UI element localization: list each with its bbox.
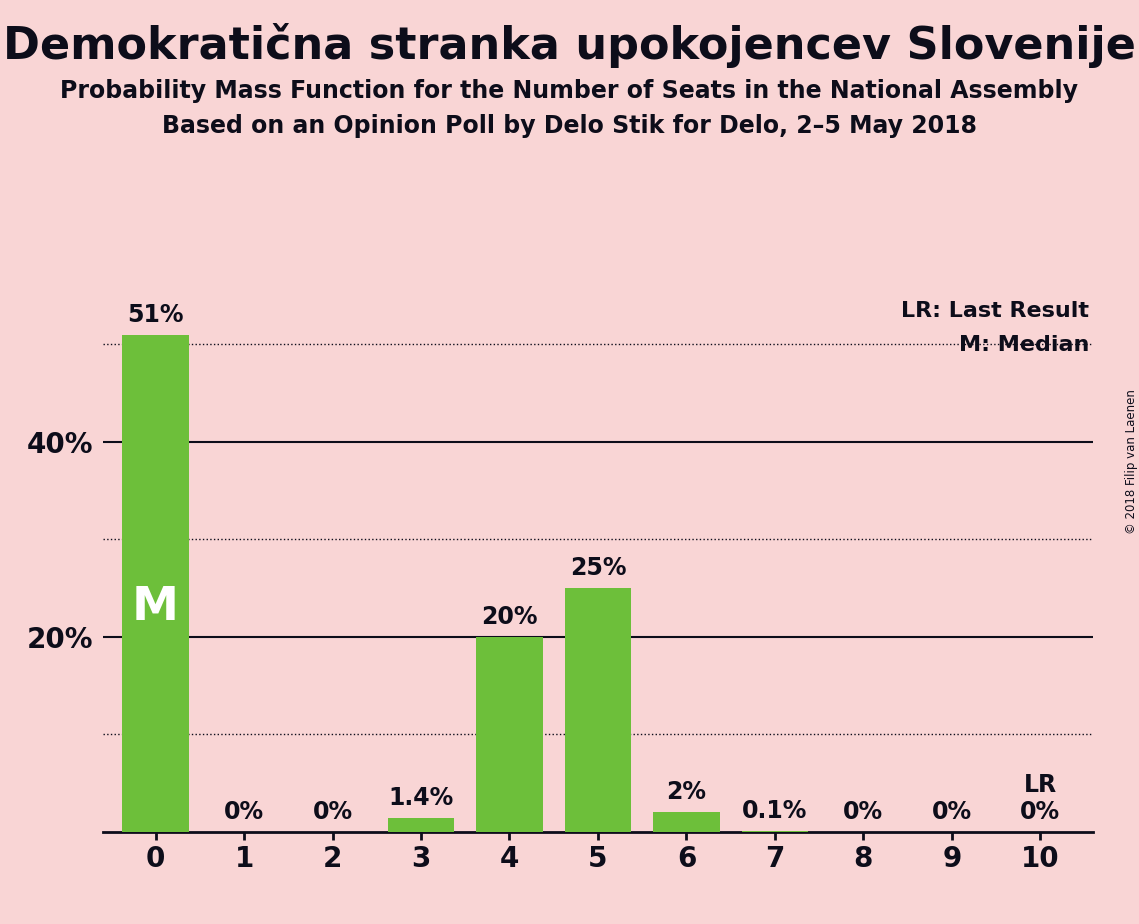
Bar — [654, 812, 720, 832]
Text: Probability Mass Function for the Number of Seats in the National Assembly: Probability Mass Function for the Number… — [60, 79, 1079, 103]
Text: 2%: 2% — [666, 780, 706, 804]
Bar — [388, 818, 454, 832]
Text: 0%: 0% — [312, 800, 353, 824]
Text: 0%: 0% — [843, 800, 884, 824]
Text: LR: Last Result: LR: Last Result — [901, 300, 1089, 321]
Text: M: M — [132, 585, 179, 630]
Text: 0%: 0% — [932, 800, 972, 824]
Text: 20%: 20% — [482, 605, 538, 629]
Text: Demokratična stranka upokojencev Slovenije: Demokratična stranka upokojencev Sloveni… — [3, 23, 1136, 68]
Text: 0%: 0% — [224, 800, 264, 824]
Bar — [741, 831, 808, 832]
Text: M: Median: M: Median — [959, 334, 1089, 355]
Text: © 2018 Filip van Laenen: © 2018 Filip van Laenen — [1124, 390, 1138, 534]
Bar — [122, 334, 189, 832]
Bar — [565, 588, 631, 832]
Text: 1.4%: 1.4% — [388, 786, 453, 810]
Text: 25%: 25% — [570, 556, 626, 580]
Text: 0.1%: 0.1% — [743, 799, 808, 823]
Text: LR: LR — [1024, 773, 1057, 797]
Text: 51%: 51% — [128, 303, 183, 327]
Bar — [476, 637, 542, 832]
Text: Based on an Opinion Poll by Delo Stik for Delo, 2–5 May 2018: Based on an Opinion Poll by Delo Stik fo… — [162, 114, 977, 138]
Text: 0%: 0% — [1021, 800, 1060, 824]
